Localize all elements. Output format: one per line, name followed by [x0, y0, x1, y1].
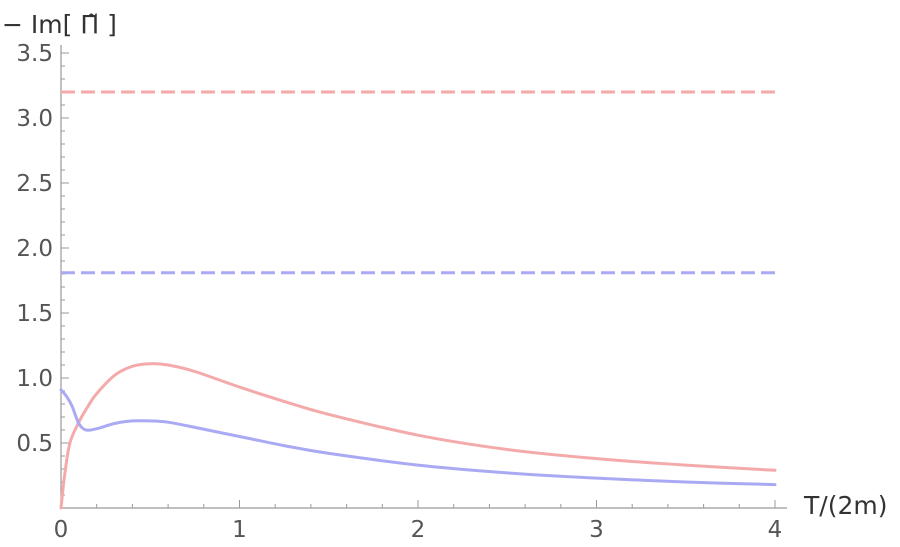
x-tick-label: 4 [768, 517, 783, 543]
x-tick-label: 3 [589, 517, 604, 543]
series-red-solid-line [59, 362, 777, 510]
x-axis-title: T/(2m) [803, 491, 887, 520]
y-tick-label: 0.5 [16, 431, 53, 457]
y-axis-title: − Im[ Π̃ ] [2, 10, 117, 39]
axes [60, 45, 787, 509]
series-blue-solid-line [59, 388, 777, 487]
ticks [60, 52, 776, 508]
tick-labels: 0 1 2 3 4 0.5 1.0 1.5 2.0 2.5 3.0 3.5 [16, 41, 782, 543]
y-tick-label: 1.0 [16, 366, 53, 392]
y-tick-label: 2.0 [16, 236, 53, 262]
y-tick-label: 3.0 [16, 106, 53, 132]
x-tick-label: 1 [232, 517, 247, 543]
x-tick-label: 2 [411, 517, 426, 543]
series-group [59, 90, 777, 510]
x-tick-label: 0 [54, 517, 69, 543]
y-tick-label: 1.5 [16, 301, 53, 327]
y-tick-label: 2.5 [16, 171, 53, 197]
y-tick-label: 3.5 [16, 41, 53, 67]
